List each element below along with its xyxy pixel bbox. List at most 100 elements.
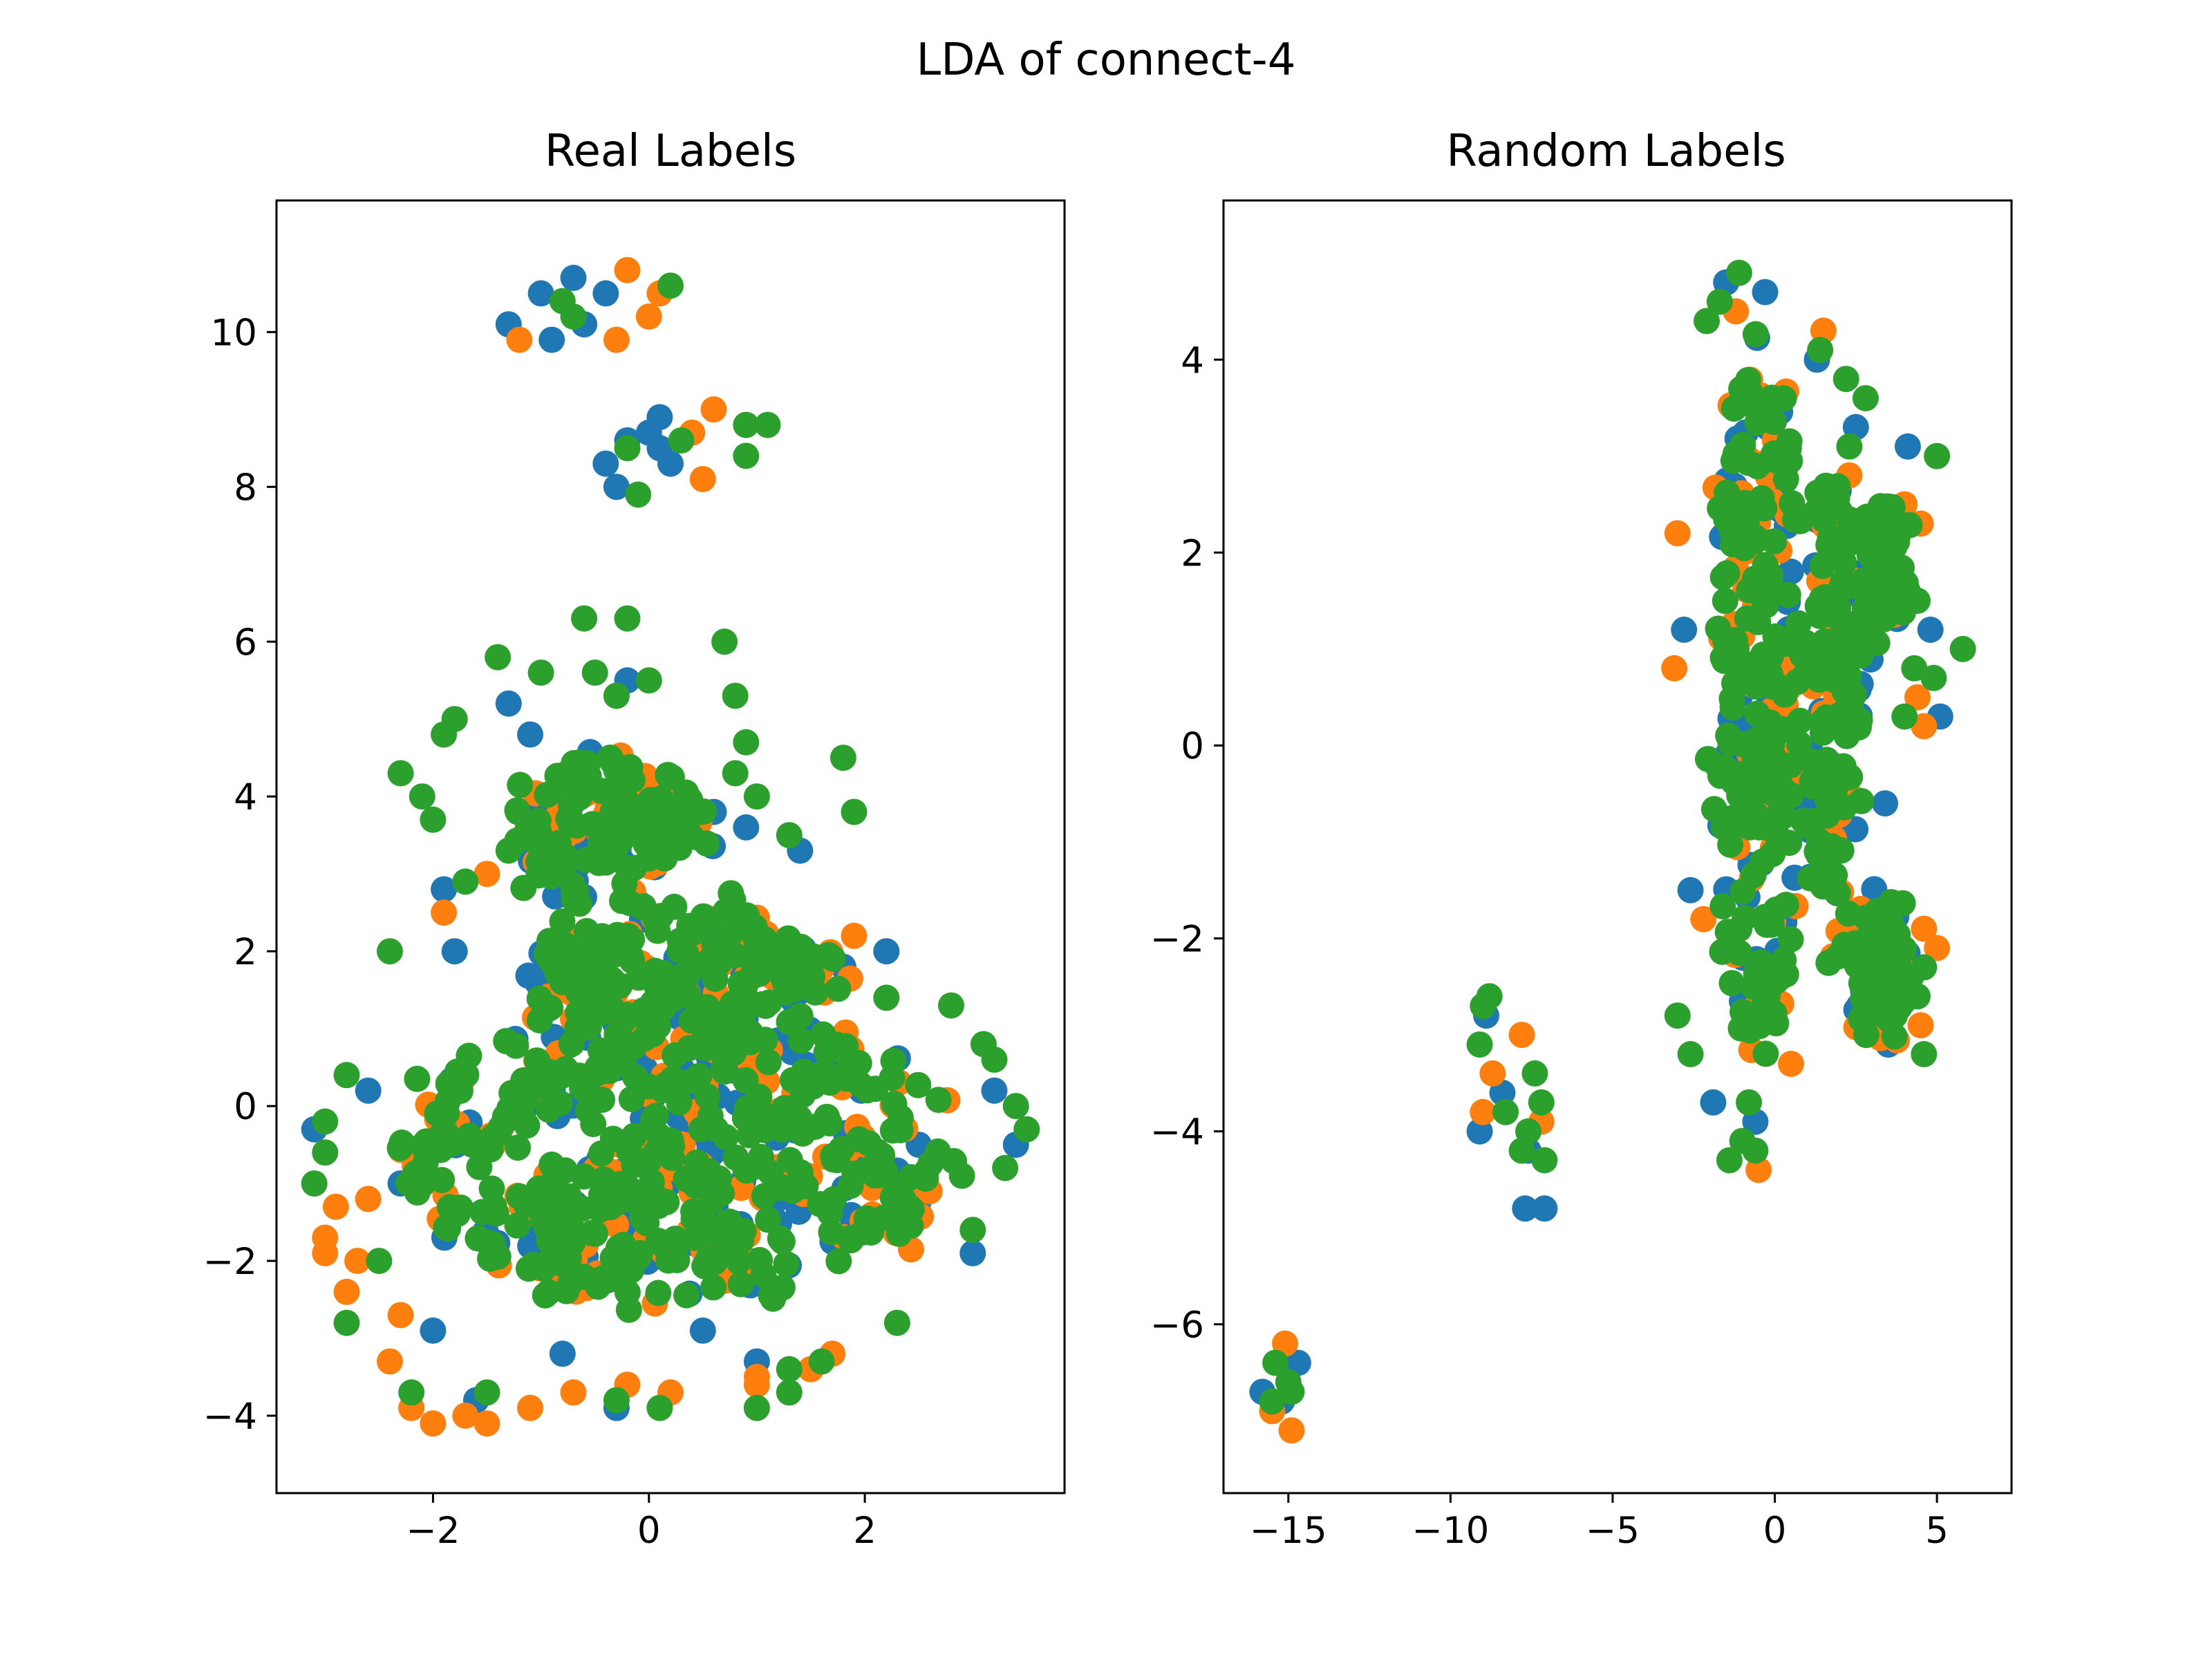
- data-point-series-0: [538, 326, 565, 353]
- x-tick-label: −15: [1250, 1510, 1327, 1552]
- data-point-series-2: [1706, 288, 1733, 315]
- dense-point-series-2: [767, 1226, 794, 1252]
- dense-point-series-2: [816, 1069, 843, 1096]
- data-point-series-0: [1489, 1079, 1516, 1106]
- dense-point-series-2: [466, 1154, 493, 1181]
- data-point-series-2: [301, 1170, 328, 1197]
- data-point-series-2: [1911, 954, 1938, 981]
- dense-point-series-2: [1875, 937, 1902, 964]
- dense-point-series-2: [825, 975, 852, 1002]
- dense-point-series-2: [672, 788, 699, 815]
- data-point-series-1: [452, 1403, 479, 1429]
- data-point-series-2: [1949, 635, 1976, 662]
- data-point-series-0: [420, 1317, 447, 1344]
- data-point-series-1: [506, 326, 533, 353]
- dense-point-series-2: [487, 1114, 514, 1141]
- dense-point-series-2: [1728, 375, 1755, 402]
- dense-point-series-2: [429, 1167, 456, 1194]
- data-point-series-2: [1716, 1147, 1743, 1174]
- data-point-series-2: [646, 1394, 673, 1421]
- subplot-title-random-labels: Random Labels: [1446, 126, 1785, 177]
- y-tick-label: −2: [203, 1241, 257, 1283]
- dense-point-series-2: [740, 921, 767, 948]
- dense-point-series-2: [1821, 862, 1848, 889]
- data-point-series-2: [603, 682, 630, 709]
- dense-point-series-2: [1741, 528, 1768, 555]
- y-tick-label: −6: [1150, 1304, 1204, 1347]
- data-point-series-2: [1470, 993, 1497, 1020]
- data-point-series-2: [733, 729, 760, 756]
- data-point-series-2: [431, 721, 458, 748]
- data-point-series-0: [1512, 1195, 1539, 1222]
- data-point-series-2: [1736, 1089, 1762, 1116]
- dense-point-series-2: [1754, 983, 1781, 1010]
- data-point-series-1: [841, 922, 868, 949]
- dense-point-series-2: [555, 964, 582, 991]
- data-point-series-2: [452, 868, 479, 895]
- dense-point-series-2: [1743, 959, 1770, 986]
- data-point-series-2: [560, 303, 587, 330]
- dense-point-series-2: [912, 1165, 939, 1192]
- dense-point-series-2: [458, 1131, 485, 1158]
- dense-point-series-2: [1763, 1010, 1790, 1037]
- data-point-series-2: [1725, 259, 1752, 286]
- dense-point-series-2: [478, 1175, 505, 1202]
- dense-point-series-2: [469, 1199, 496, 1226]
- dense-point-series-2: [1743, 673, 1770, 700]
- data-point-series-2: [841, 798, 868, 825]
- dense-point-series-2: [1767, 964, 1794, 991]
- data-point-series-2: [1742, 1137, 1769, 1164]
- dense-point-series-2: [588, 1181, 615, 1208]
- data-point-series-0: [646, 435, 673, 462]
- dense-point-series-2: [536, 1058, 563, 1085]
- dense-point-series-2: [639, 1108, 666, 1135]
- data-point-series-1: [1479, 1060, 1506, 1087]
- x-tick-label: 5: [1925, 1510, 1949, 1552]
- y-tick-label: 6: [234, 621, 257, 664]
- data-point-series-0: [689, 1317, 716, 1344]
- dense-point-series-2: [737, 1020, 764, 1047]
- dense-point-series-2: [603, 757, 630, 784]
- data-point-series-0: [592, 280, 619, 307]
- data-point-series-1: [560, 1379, 587, 1406]
- dense-point-series-2: [821, 1146, 847, 1173]
- dense-point-series-2: [498, 1080, 525, 1107]
- dense-point-series-2: [596, 1058, 623, 1085]
- data-point-series-2: [743, 783, 770, 810]
- dense-point-series-2: [787, 1159, 814, 1185]
- dense-point-series-2: [773, 1250, 800, 1277]
- data-point-series-1: [387, 1302, 414, 1329]
- dense-point-series-2: [659, 1145, 686, 1172]
- data-point-series-2: [1466, 1031, 1493, 1058]
- dense-point-series-2: [659, 1065, 686, 1092]
- dense-point-series-2: [790, 1058, 817, 1085]
- dense-point-series-2: [641, 905, 668, 932]
- dense-point-series-2: [684, 1155, 711, 1182]
- data-point-series-2: [668, 427, 695, 454]
- dense-point-series-2: [666, 1089, 693, 1116]
- data-point-series-2: [1262, 1349, 1289, 1376]
- dense-point-series-2: [1772, 892, 1799, 918]
- data-point-series-2: [1521, 1060, 1548, 1087]
- data-point-series-2: [1884, 520, 1911, 547]
- dense-point-series-2: [750, 1262, 777, 1288]
- axes-frame-random-labels: [1222, 199, 2013, 1494]
- dense-point-series-2: [645, 1280, 672, 1306]
- dense-point-series-2: [754, 1103, 781, 1130]
- data-point-series-1: [1661, 655, 1688, 682]
- data-point-series-2: [474, 1379, 500, 1406]
- dense-point-series-2: [433, 1214, 460, 1241]
- dense-point-series-2: [676, 1035, 703, 1062]
- data-point-series-2: [485, 644, 512, 671]
- dense-point-series-2: [556, 1245, 582, 1272]
- data-point-series-2: [776, 1356, 803, 1382]
- dense-point-series-2: [1717, 832, 1744, 858]
- data-point-series-1: [474, 861, 500, 888]
- data-point-series-2: [808, 1348, 835, 1375]
- data-point-series-2: [366, 1248, 393, 1275]
- dense-point-series-2: [1878, 889, 1905, 916]
- dense-point-series-2: [1866, 606, 1892, 632]
- y-tick-label: 0: [1181, 725, 1204, 767]
- dense-point-series-2: [504, 1212, 531, 1239]
- data-point-series-2: [1807, 337, 1834, 364]
